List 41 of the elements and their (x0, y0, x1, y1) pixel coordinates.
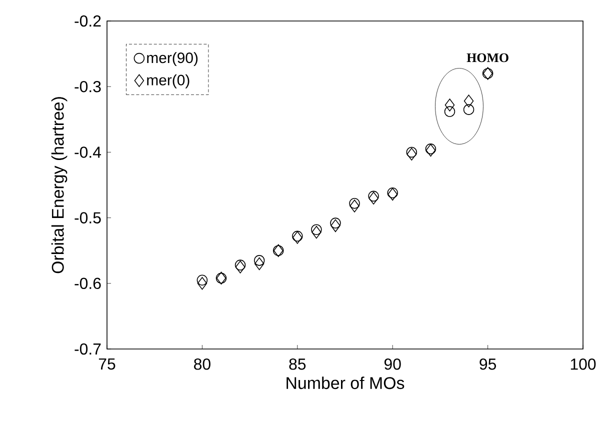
point (406, 146, 418, 158)
x-tick-label: 90 (384, 358, 401, 370)
point (426, 144, 436, 157)
legend-label: mer(0) (147, 74, 190, 88)
point (254, 257, 264, 270)
y-tick-label: -0.4 (74, 146, 102, 158)
point (368, 190, 379, 202)
x-tick-label: 75 (98, 358, 116, 370)
point (234, 260, 246, 270)
point (425, 144, 436, 154)
legend-label: mer(90) (147, 52, 198, 66)
point (406, 148, 417, 161)
point (368, 192, 378, 204)
point (463, 104, 474, 115)
point (235, 260, 246, 274)
annotation: HOMO (466, 53, 508, 62)
point (388, 188, 398, 201)
y-tick-label: -0.5 (74, 212, 101, 224)
y-tick-label: -0.6 (74, 278, 101, 290)
point (196, 274, 208, 286)
point (464, 94, 474, 108)
point (330, 218, 341, 228)
point (387, 187, 398, 198)
point (312, 226, 322, 239)
point (197, 277, 208, 290)
y-axis-title: Orbital Energy (hartree) (51, 97, 68, 274)
x-tick-label: 95 (480, 358, 496, 370)
x-tick-label: 80 (194, 358, 210, 370)
y-tick-label: -0.3 (74, 80, 101, 92)
point (330, 219, 340, 232)
point (350, 200, 360, 212)
x-axis-title: Number of MOs (286, 376, 404, 390)
x-tick-label: 100 (570, 358, 596, 370)
point (444, 98, 455, 112)
point (349, 198, 360, 209)
point (311, 224, 322, 235)
point (444, 106, 456, 117)
point (254, 255, 265, 266)
y-tick-label: -0.2 (74, 15, 101, 27)
x-tick-label: 85 (289, 358, 306, 370)
y-tick-label: -0.7 (74, 343, 101, 355)
